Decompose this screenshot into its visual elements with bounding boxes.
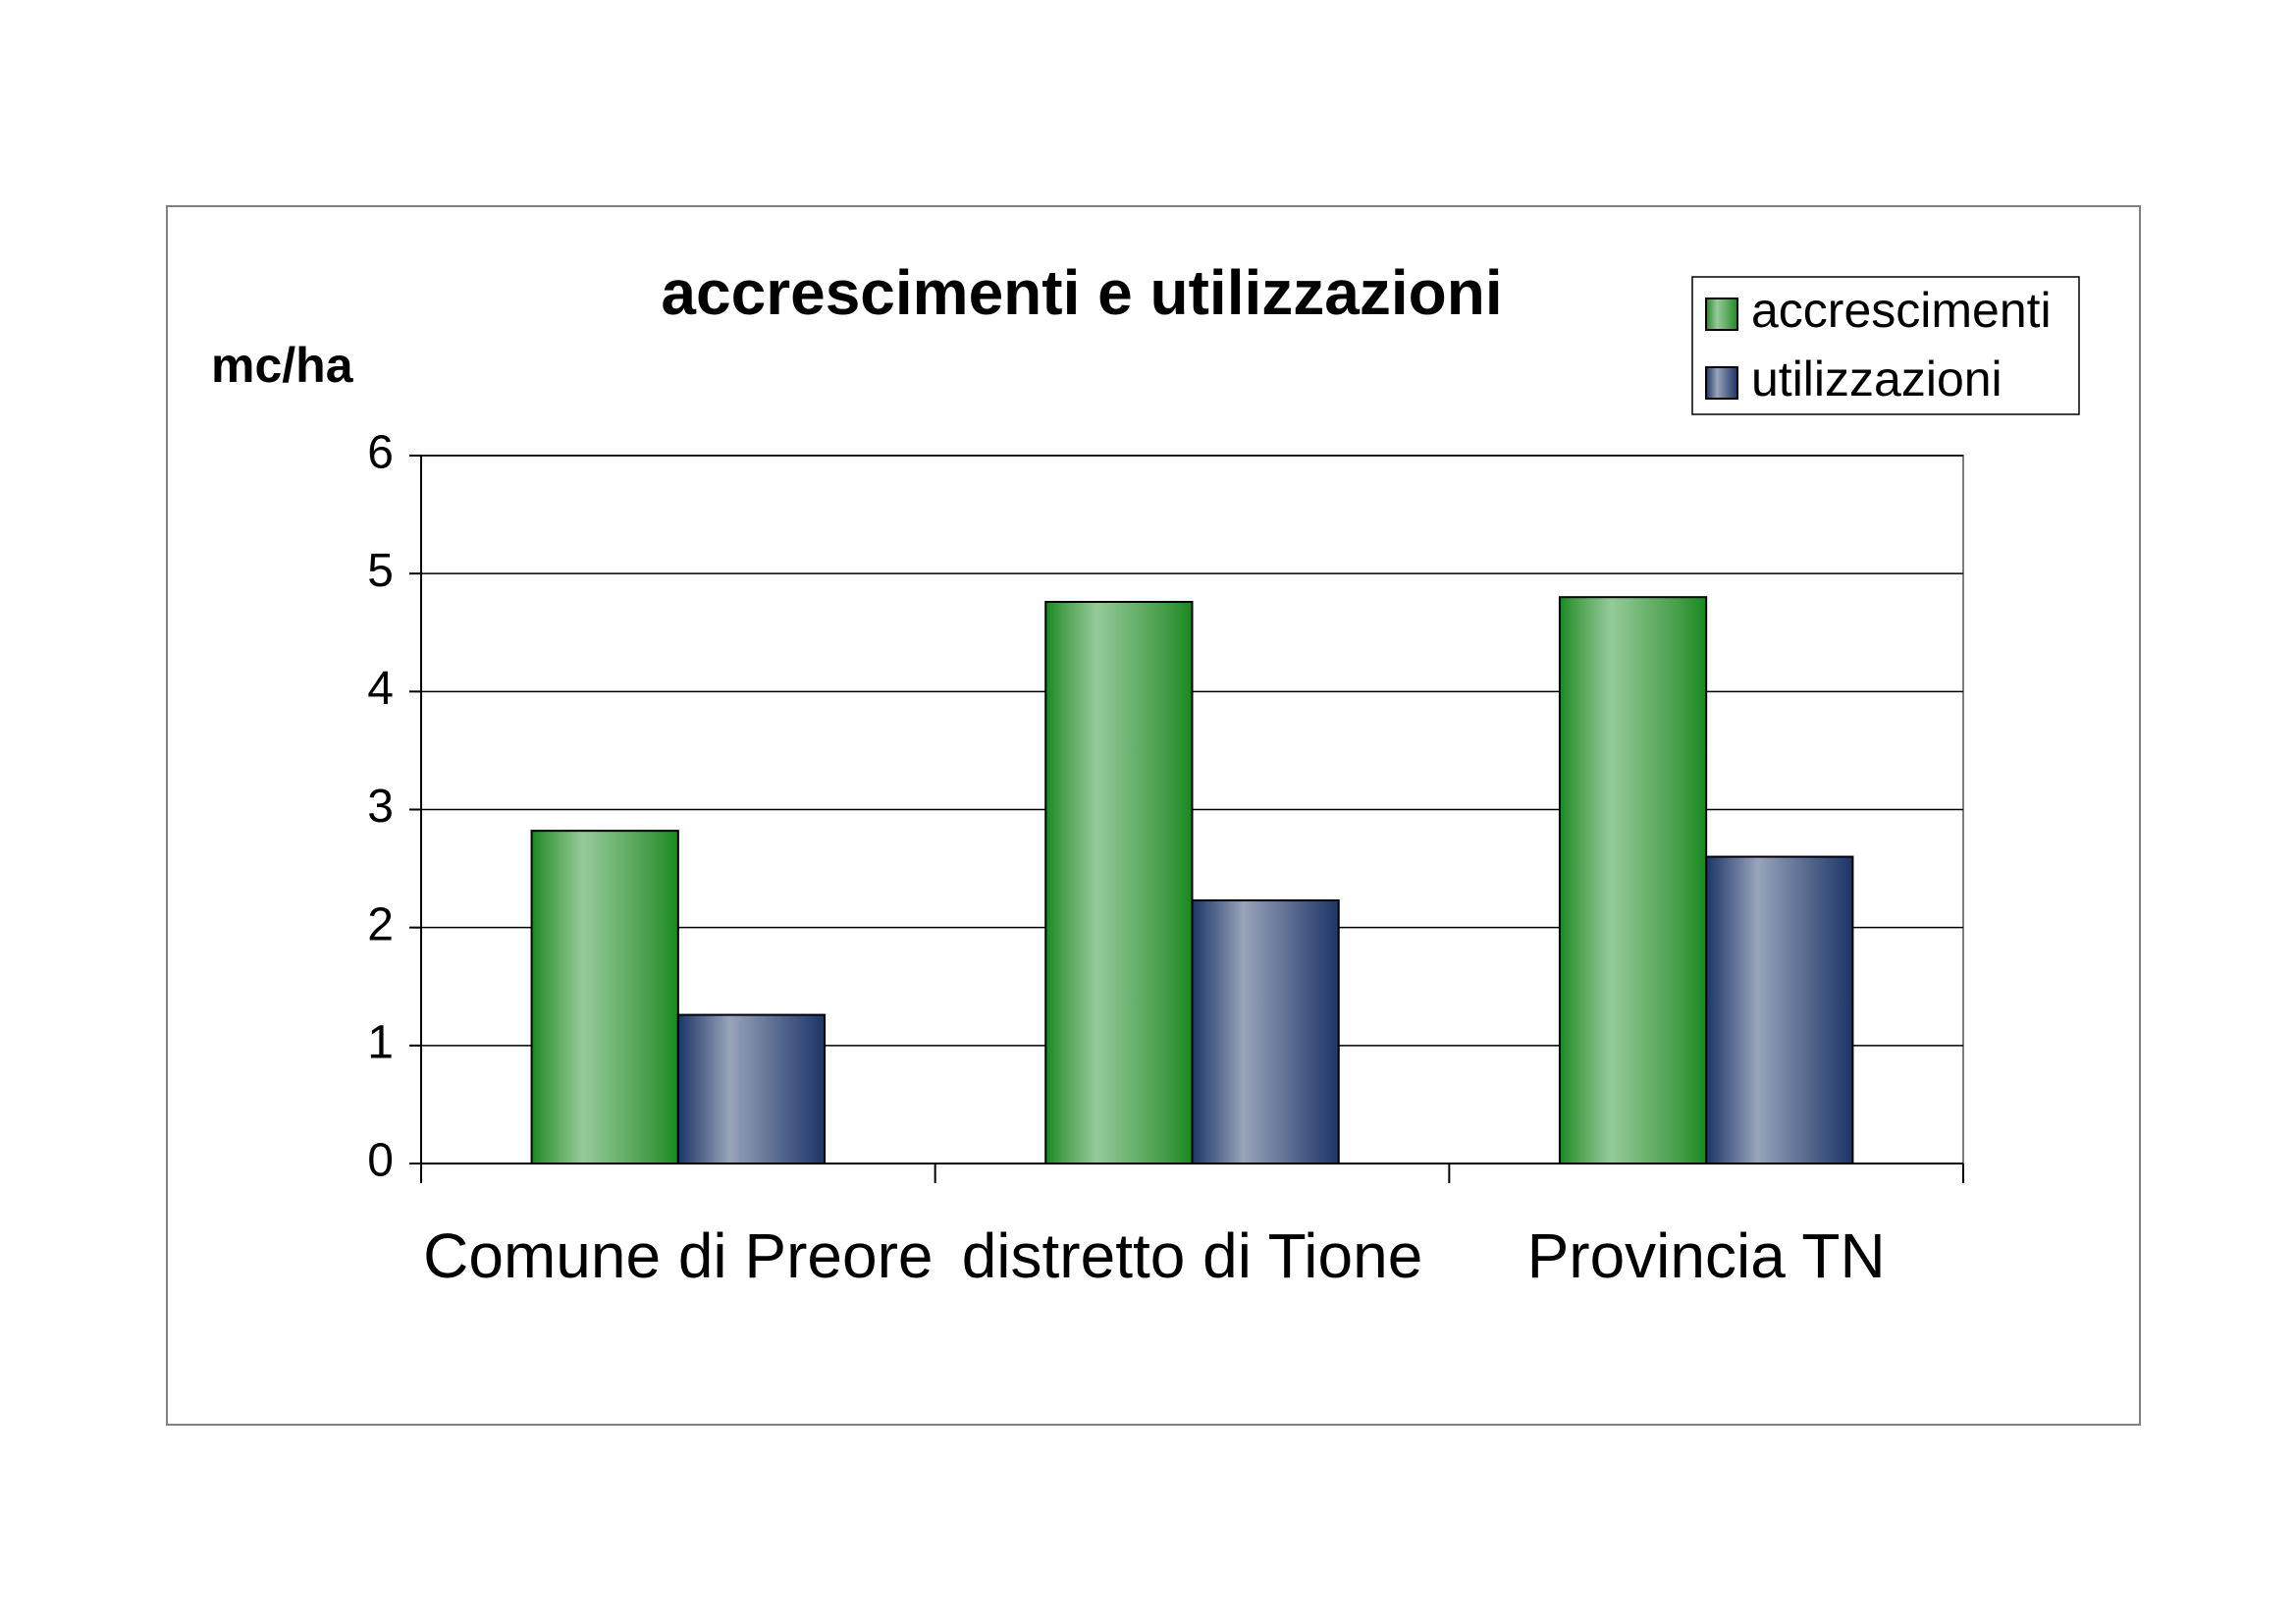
y-tick-label: 2 (367, 898, 394, 950)
y-tick-label: 4 (367, 663, 394, 715)
y-tick-label: 6 (367, 427, 394, 479)
bar (530, 830, 679, 1164)
x-tick-label: distretto di Tione (961, 1220, 1423, 1291)
bar (1705, 855, 1854, 1164)
y-tick-label: 0 (367, 1135, 394, 1187)
y-tick-label: 5 (367, 545, 394, 597)
y-tick-label: 3 (367, 781, 394, 833)
x-tick-label: Provincia TN (1526, 1220, 1886, 1291)
legend-label: utilizzazioni (1751, 352, 2002, 406)
bar (676, 1013, 827, 1164)
legend-swatch (1705, 366, 1738, 400)
y-tick-label: 1 (367, 1017, 394, 1069)
legend-swatch (1705, 298, 1738, 331)
x-tick-label: Comune di Preore (423, 1220, 934, 1291)
y-axis-label: mc/ha (211, 338, 354, 393)
bar (1044, 601, 1194, 1164)
legend-box (1691, 276, 2080, 415)
bar (1191, 899, 1340, 1164)
legend-label: accrescimenti (1751, 283, 2052, 338)
chart-title: accrescimenti e utilizzazioni (661, 257, 1502, 328)
bar (1558, 596, 1708, 1164)
